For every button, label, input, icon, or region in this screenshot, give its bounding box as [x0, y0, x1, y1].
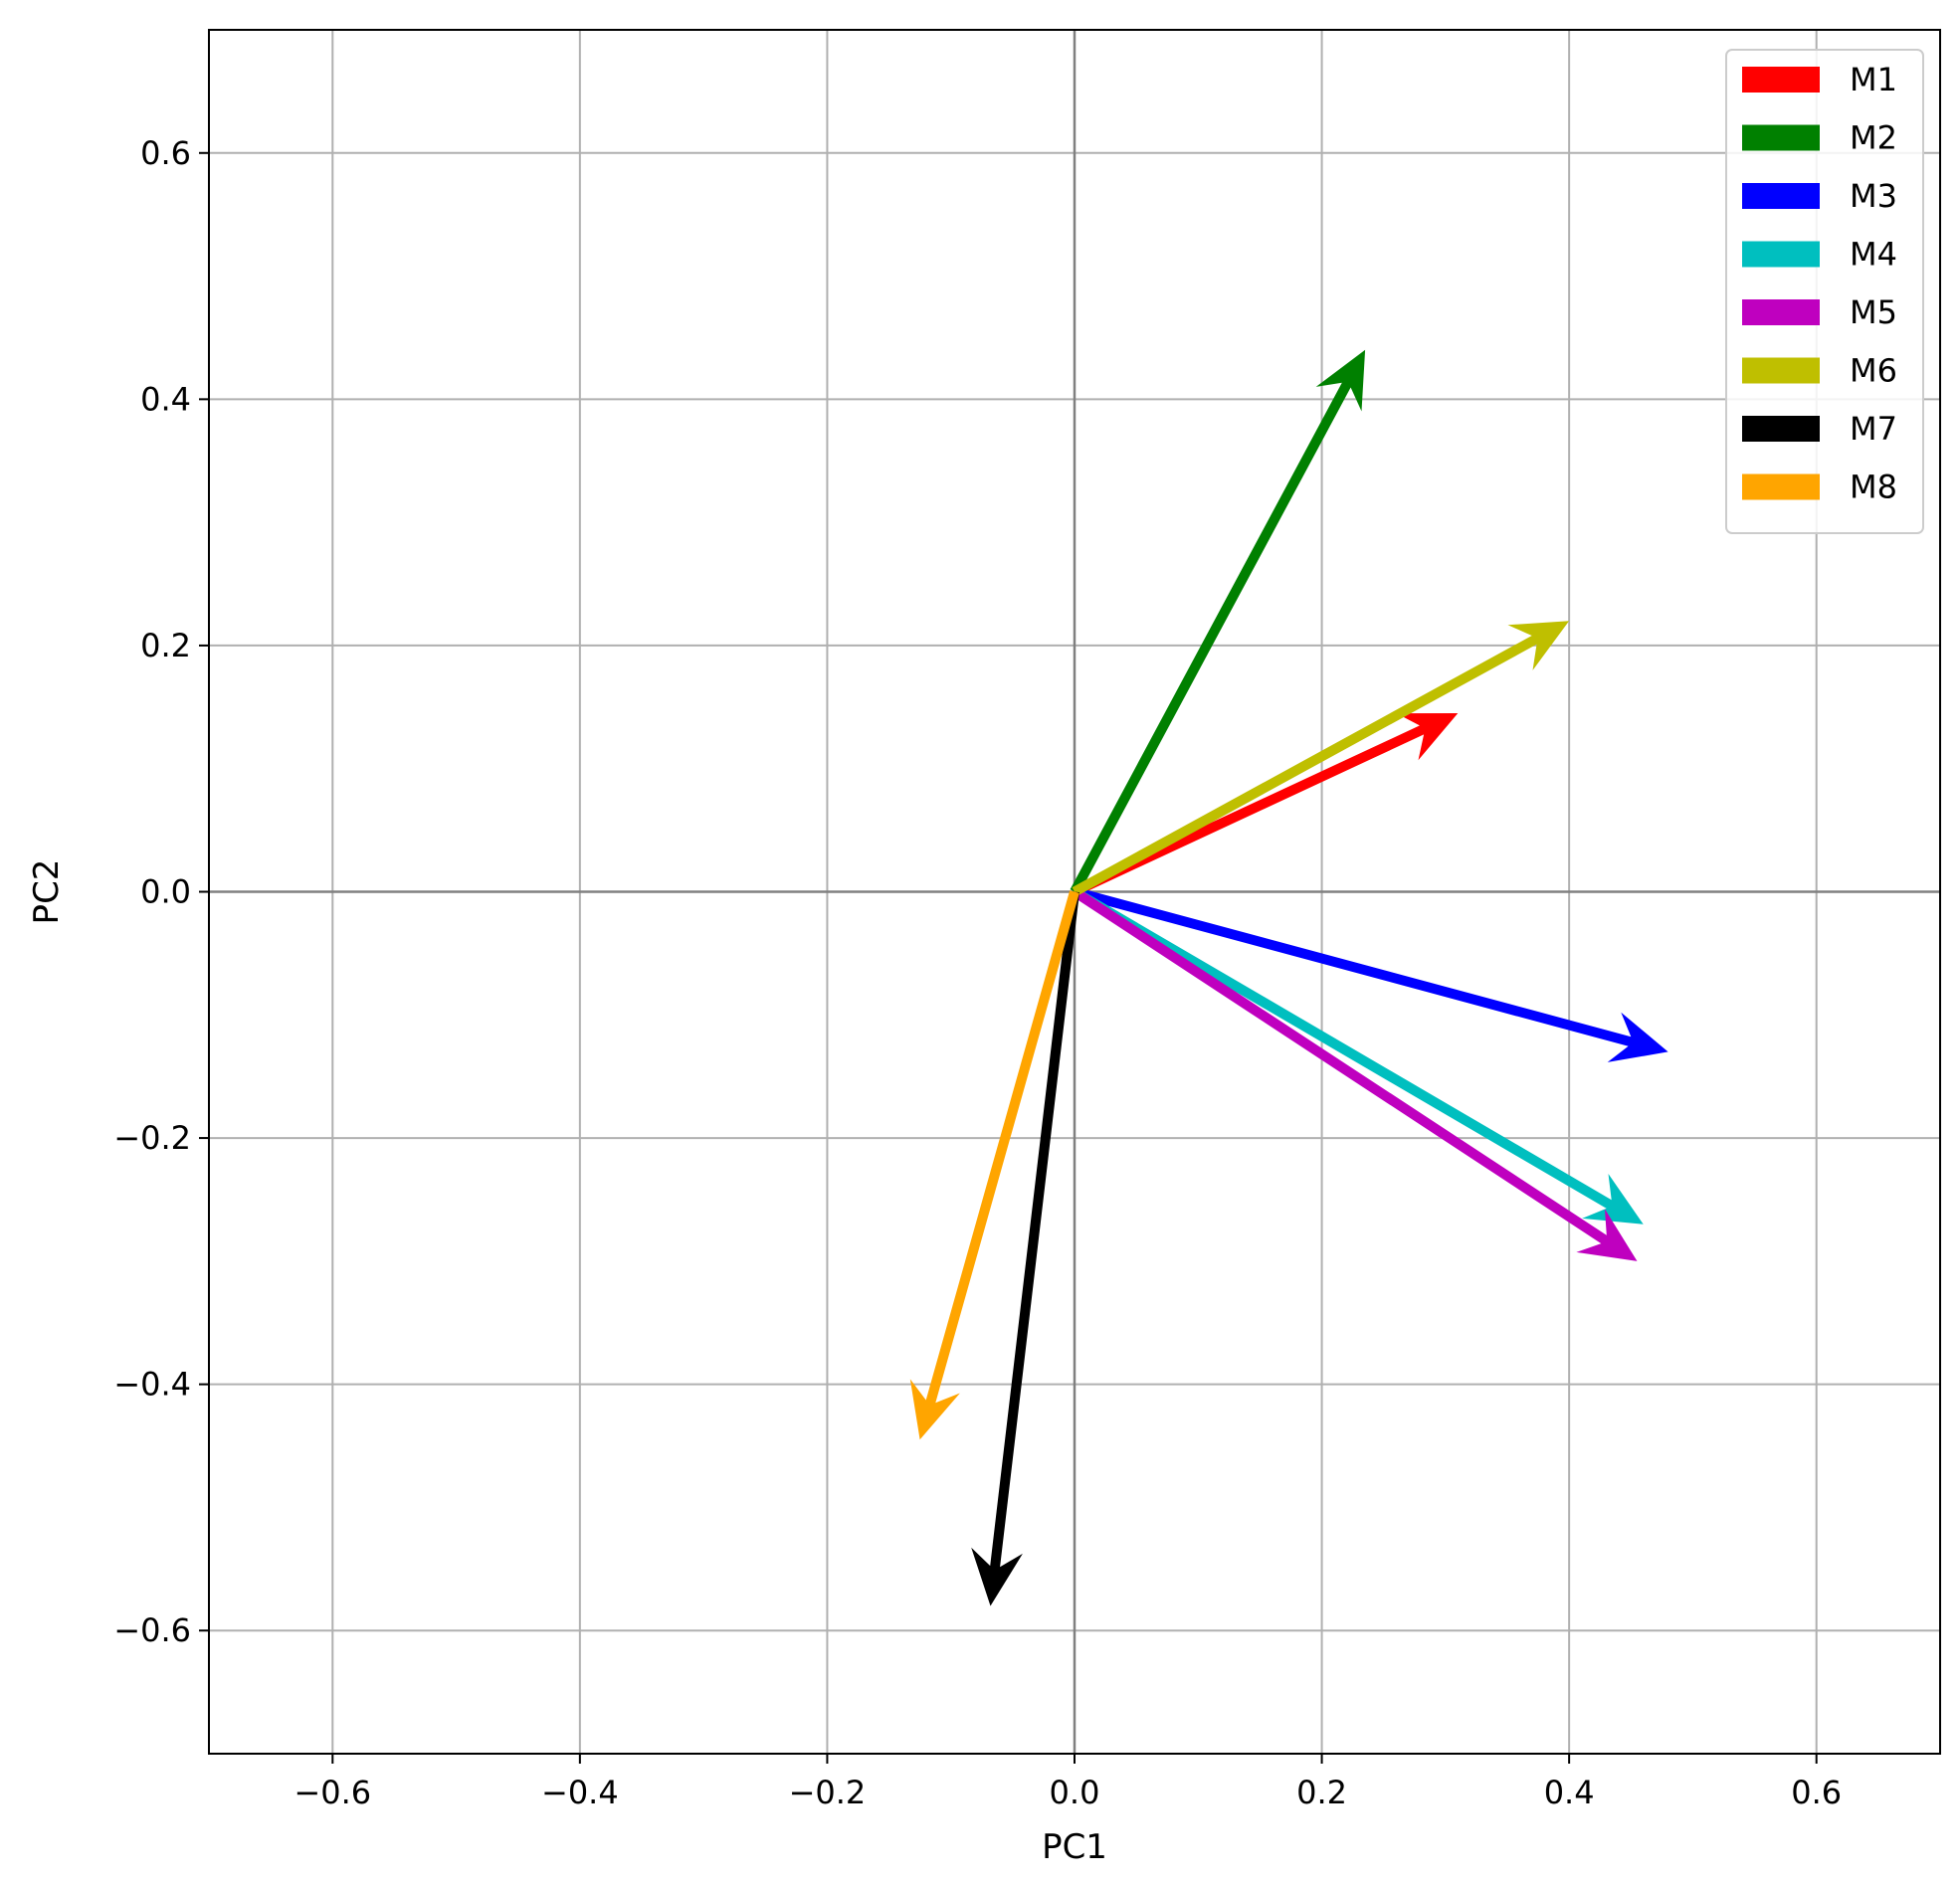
x-tick-label: 0.6 — [1791, 1774, 1842, 1811]
arrows — [909, 349, 1668, 1606]
ticks: −0.6 −0.4 −0.2 0.0 0.2 0.4 0.6 −0.6 −0.4 −0.2 0.0 0… — [113, 134, 1842, 1811]
legend-swatch-m7 — [1742, 416, 1820, 442]
x-tick-label: 0.4 — [1544, 1774, 1595, 1811]
arrow-m7 — [971, 890, 1079, 1606]
arrow-m2 — [1070, 349, 1366, 894]
y-tick-label: 0.2 — [140, 627, 191, 664]
arrow-m1 — [1072, 713, 1459, 896]
y-tick-label: 0.6 — [140, 134, 191, 172]
legend-swatch-m1 — [1742, 67, 1820, 93]
arrow-m3 — [1073, 886, 1668, 1062]
x-tick-label: 0.0 — [1050, 1774, 1100, 1811]
legend-swatch-m6 — [1742, 357, 1820, 384]
legend-swatch-m2 — [1742, 124, 1820, 151]
legend-swatch-m4 — [1742, 241, 1820, 268]
arrow-m5 — [1072, 887, 1638, 1261]
legend-swatch-m5 — [1742, 299, 1820, 325]
legend-label-m8: M8 — [1850, 469, 1897, 506]
legend-label-m7: M7 — [1850, 410, 1897, 448]
x-tick-label: −0.6 — [294, 1774, 371, 1811]
legend-swatch-m3 — [1742, 183, 1820, 209]
legend-label-m2: M2 — [1850, 119, 1897, 157]
y-tick-label: 0.4 — [140, 380, 191, 418]
legend-label-m6: M6 — [1850, 352, 1897, 390]
y-tick-label: −0.2 — [113, 1119, 191, 1157]
arrow-m8 — [909, 890, 1079, 1440]
y-axis-label: PC2 — [27, 859, 67, 925]
legend-label-m1: M1 — [1850, 61, 1897, 98]
y-tick-label: 0.0 — [140, 873, 191, 911]
legend-label-m5: M5 — [1850, 293, 1897, 331]
x-axis-label: PC1 — [1042, 1827, 1107, 1867]
legend-label-m4: M4 — [1850, 236, 1897, 274]
x-tick-label: −0.4 — [541, 1774, 619, 1811]
x-tick-label: −0.2 — [789, 1774, 867, 1811]
y-tick-label: −0.6 — [113, 1611, 191, 1649]
legend-frame — [1725, 49, 1924, 534]
legend: M1 M2 M3 M4 M5 M6 M7 M8 — [1725, 49, 1924, 534]
arrow-m6 — [1072, 621, 1570, 896]
y-tick-label: −0.4 — [113, 1366, 191, 1404]
legend-swatch-m8 — [1742, 473, 1820, 500]
legend-label-m3: M3 — [1850, 177, 1897, 215]
x-tick-label: 0.2 — [1296, 1774, 1347, 1811]
arrow-m4 — [1072, 887, 1644, 1224]
